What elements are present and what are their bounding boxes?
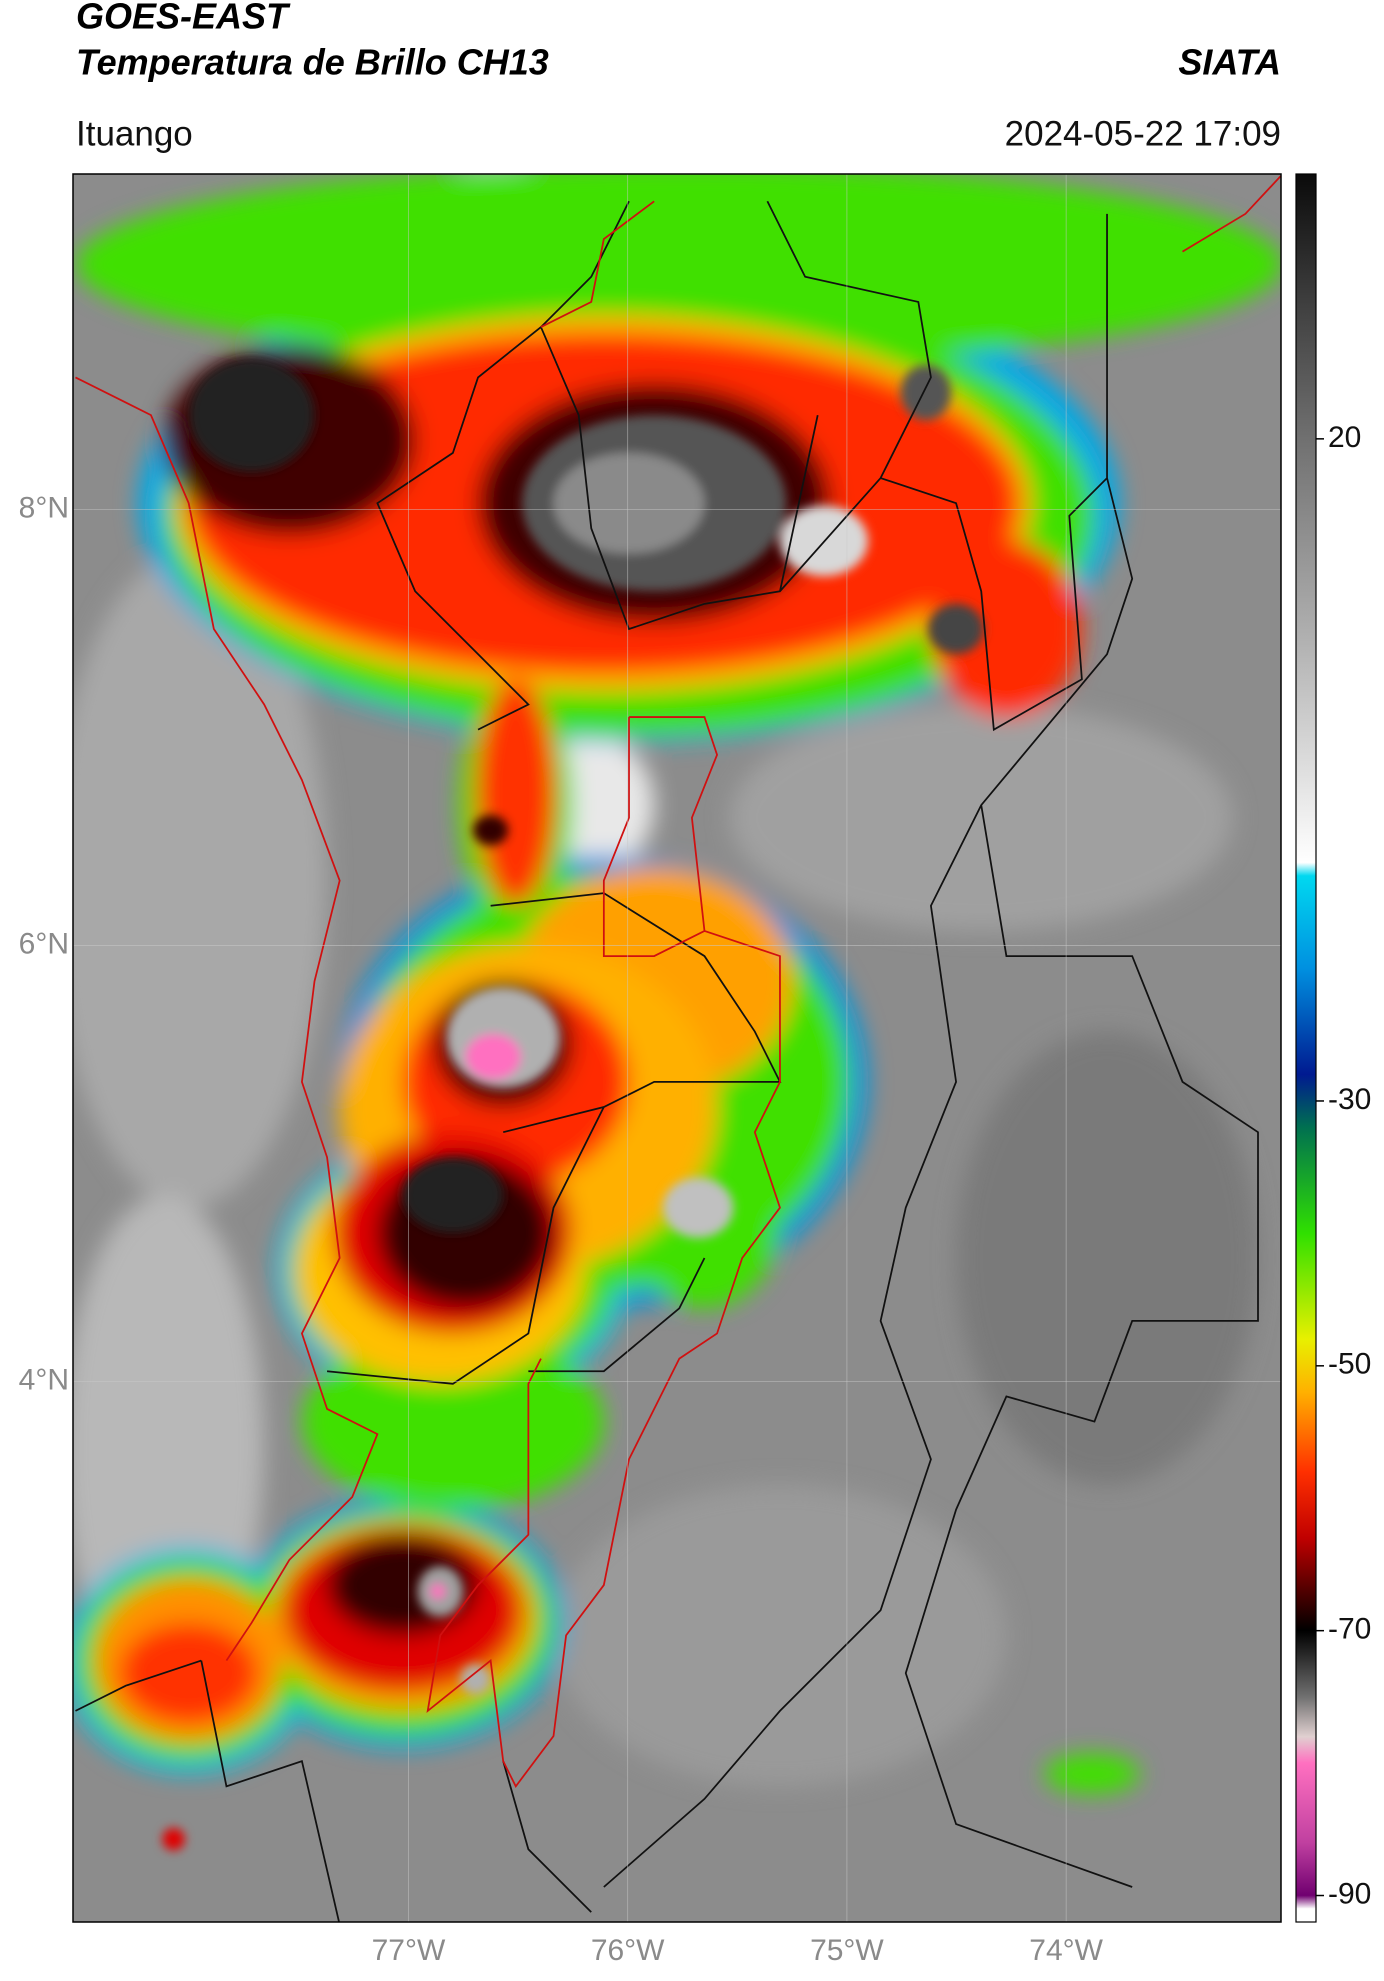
- subtitle: Temperatura de Brillo CH13: [76, 42, 549, 83]
- y-tick-label: 8°N: [19, 492, 69, 525]
- graticule: [73, 174, 1281, 1922]
- title: GOES-EAST: [76, 0, 291, 37]
- map-frame: [72, 173, 1282, 1923]
- colorbar-tick-label: -90: [1328, 1877, 1371, 1910]
- colorbar-tick-label: -30: [1328, 1083, 1371, 1116]
- x-tick-label: 77°W: [372, 1934, 446, 1967]
- datetime: 2024-05-22 17:09: [1005, 114, 1281, 153]
- source: SIATA: [1178, 42, 1281, 83]
- colorbar-tick-label: -50: [1328, 1348, 1371, 1381]
- colorbar: [1295, 173, 1317, 1923]
- satellite-image: [73, 174, 1281, 1922]
- y-tick-label: 6°N: [19, 927, 69, 960]
- colorbar-tick-label: -70: [1328, 1613, 1371, 1646]
- colorbar-tick-label: 20: [1328, 421, 1361, 454]
- x-tick-label: 76°W: [591, 1934, 665, 1967]
- x-tick-label: 75°W: [810, 1934, 884, 1967]
- location: Ituango: [76, 114, 193, 153]
- x-tick-label: 74°W: [1029, 1934, 1103, 1967]
- y-tick-label: 4°N: [19, 1363, 69, 1396]
